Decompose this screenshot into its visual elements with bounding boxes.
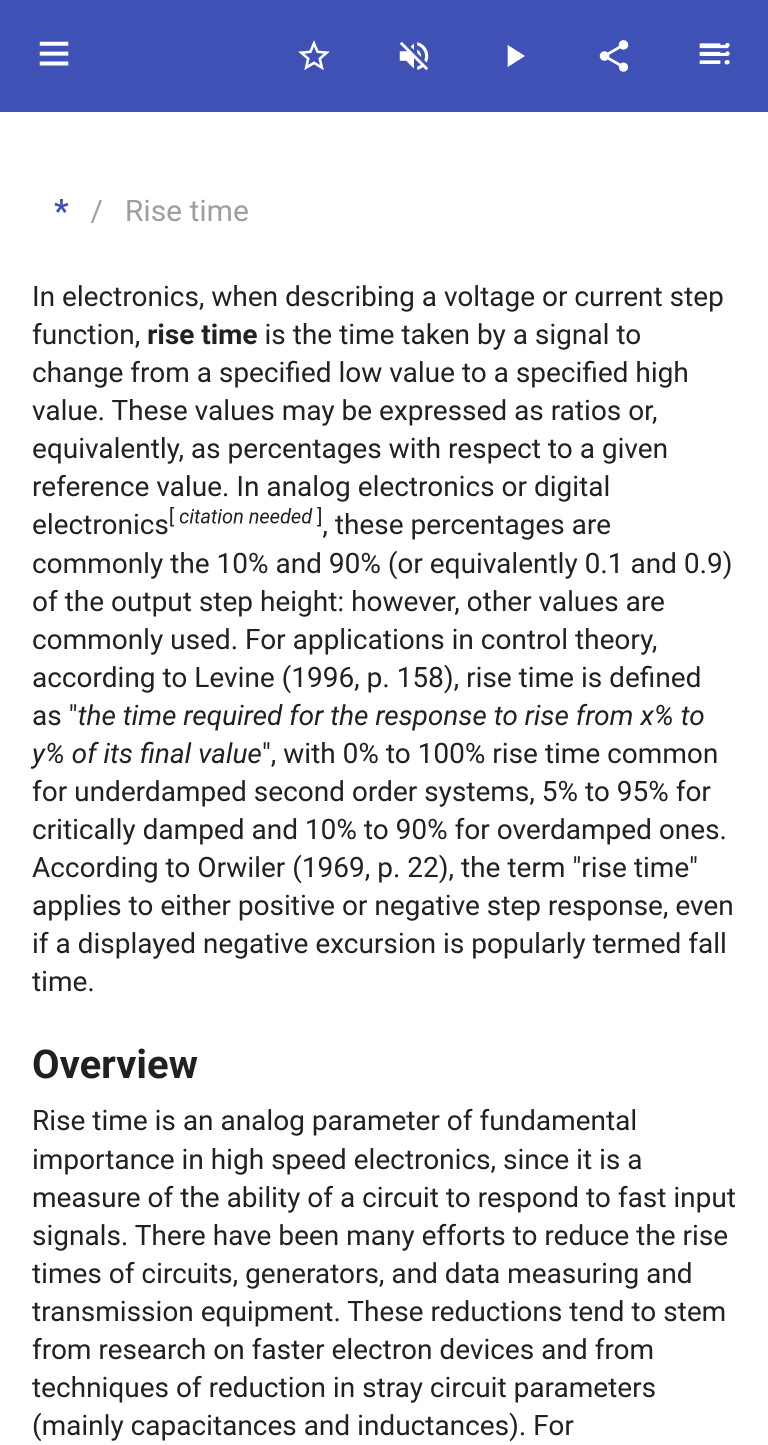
toolbar-left (32, 34, 76, 78)
toolbar-right (292, 34, 736, 78)
play-icon[interactable] (492, 34, 536, 78)
more-icon[interactable] (692, 34, 736, 78)
breadcrumb-separator: / (91, 194, 103, 229)
citation-needed[interactable]: [ citation needed ] (169, 505, 323, 529)
breadcrumb-title: Rise time (125, 194, 249, 229)
term-bold: rise time (147, 318, 257, 351)
heading-overview: Overview (32, 1041, 736, 1088)
favorite-icon[interactable] (292, 34, 336, 78)
text-segment: ", with 0% to 100% rise time common for … (32, 737, 734, 998)
share-icon[interactable] (592, 34, 636, 78)
breadcrumb-home-icon[interactable]: * (54, 192, 69, 230)
article-body: In electronics, when describing a voltag… (32, 278, 736, 1445)
menu-icon[interactable] (32, 34, 76, 78)
paragraph-intro: In electronics, when describing a voltag… (32, 278, 736, 1001)
breadcrumb: * / Rise time (32, 192, 736, 230)
paragraph-overview: Rise time is an analog parameter of fund… (32, 1102, 736, 1445)
toolbar (0, 0, 768, 112)
mute-icon[interactable] (392, 34, 436, 78)
content-area: * / Rise time In electronics, when descr… (0, 112, 768, 1445)
